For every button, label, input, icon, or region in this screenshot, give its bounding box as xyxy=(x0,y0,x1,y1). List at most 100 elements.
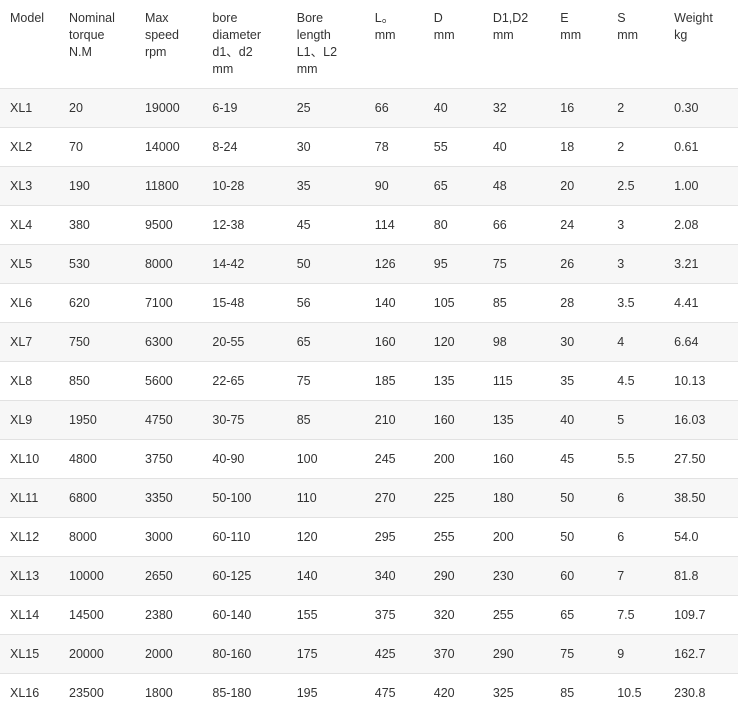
cell-c10: 230.8 xyxy=(664,673,738,712)
col-header-c10: Weightkg xyxy=(664,0,738,88)
cell-c0: XL6 xyxy=(0,283,59,322)
header-text: d1、d2 xyxy=(212,45,252,59)
table-row: XL6620710015-485614010585283.54.41 xyxy=(0,283,738,322)
cell-c6: 255 xyxy=(424,517,483,556)
header-text: mm xyxy=(560,28,581,42)
cell-c0: XL4 xyxy=(0,205,59,244)
cell-c3: 85-180 xyxy=(202,673,286,712)
header-text: D1,D2 xyxy=(493,11,528,25)
cell-c6: 105 xyxy=(424,283,483,322)
cell-c3: 22-65 xyxy=(202,361,286,400)
cell-c5: 126 xyxy=(365,244,424,283)
table-row: XL31901180010-2835906548202.51.00 xyxy=(0,166,738,205)
header-text: speed xyxy=(145,28,179,42)
table-row: XL116800335050-10011027022518050638.50 xyxy=(0,478,738,517)
cell-c3: 20-55 xyxy=(202,322,286,361)
table-row: XL8850560022-6575185135115354.510.13 xyxy=(0,361,738,400)
cell-c10: 54.0 xyxy=(664,517,738,556)
cell-c7: 255 xyxy=(483,595,550,634)
cell-c5: 375 xyxy=(365,595,424,634)
cell-c3: 10-28 xyxy=(202,166,286,205)
cell-c2: 14000 xyxy=(135,127,202,166)
cell-c10: 3.21 xyxy=(664,244,738,283)
header-text: Nominal xyxy=(69,11,115,25)
spec-table: ModelNominaltorqueN.MMaxspeedrpmborediam… xyxy=(0,0,738,712)
cell-c2: 8000 xyxy=(135,244,202,283)
cell-c0: XL14 xyxy=(0,595,59,634)
col-header-c4: BorelengthL1、L2mm xyxy=(287,0,365,88)
cell-c7: 32 xyxy=(483,88,550,127)
cell-c2: 2380 xyxy=(135,595,202,634)
col-header-c9: Smm xyxy=(607,0,664,88)
cell-c2: 1800 xyxy=(135,673,202,712)
header-text: diameter xyxy=(212,28,261,42)
cell-c2: 2650 xyxy=(135,556,202,595)
cell-c2: 11800 xyxy=(135,166,202,205)
cell-c5: 66 xyxy=(365,88,424,127)
col-header-c0: Model xyxy=(0,0,59,88)
cell-c3: 30-75 xyxy=(202,400,286,439)
cell-c2: 7100 xyxy=(135,283,202,322)
cell-c8: 50 xyxy=(550,478,607,517)
cell-c10: 16.03 xyxy=(664,400,738,439)
cell-c7: 98 xyxy=(483,322,550,361)
cell-c3: 6-19 xyxy=(202,88,286,127)
cell-c5: 185 xyxy=(365,361,424,400)
cell-c6: 120 xyxy=(424,322,483,361)
cell-c7: 75 xyxy=(483,244,550,283)
cell-c7: 290 xyxy=(483,634,550,673)
cell-c1: 23500 xyxy=(59,673,135,712)
cell-c8: 40 xyxy=(550,400,607,439)
cell-c0: XL7 xyxy=(0,322,59,361)
col-header-c2: Maxspeedrpm xyxy=(135,0,202,88)
cell-c5: 425 xyxy=(365,634,424,673)
cell-c4: 120 xyxy=(287,517,365,556)
header-text: bore xyxy=(212,11,237,25)
table-row: XL128000300060-11012029525520050654.0 xyxy=(0,517,738,556)
cell-c3: 60-110 xyxy=(202,517,286,556)
table-row: XL4380950012-384511480662432.08 xyxy=(0,205,738,244)
cell-c5: 160 xyxy=(365,322,424,361)
cell-c3: 8-24 xyxy=(202,127,286,166)
header-text: mm xyxy=(493,28,514,42)
cell-c8: 60 xyxy=(550,556,607,595)
cell-c1: 750 xyxy=(59,322,135,361)
cell-c6: 290 xyxy=(424,556,483,595)
cell-c7: 85 xyxy=(483,283,550,322)
cell-c10: 81.8 xyxy=(664,556,738,595)
header-text: E xyxy=(560,11,568,25)
col-header-c1: NominaltorqueN.M xyxy=(59,0,135,88)
header-text: L1、L2 xyxy=(297,45,337,59)
cell-c3: 60-140 xyxy=(202,595,286,634)
header-text: torque xyxy=(69,28,104,42)
cell-c9: 7 xyxy=(607,556,664,595)
cell-c4: 50 xyxy=(287,244,365,283)
cell-c2: 3000 xyxy=(135,517,202,556)
cell-c10: 2.08 xyxy=(664,205,738,244)
cell-c4: 75 xyxy=(287,361,365,400)
cell-c8: 50 xyxy=(550,517,607,556)
header-text: mm xyxy=(617,28,638,42)
cell-c0: XL2 xyxy=(0,127,59,166)
cell-c10: 10.13 xyxy=(664,361,738,400)
table-head: ModelNominaltorqueN.MMaxspeedrpmborediam… xyxy=(0,0,738,88)
cell-c10: 4.41 xyxy=(664,283,738,322)
cell-c1: 850 xyxy=(59,361,135,400)
cell-c1: 14500 xyxy=(59,595,135,634)
cell-c4: 25 xyxy=(287,88,365,127)
cell-c3: 15-48 xyxy=(202,283,286,322)
cell-c7: 325 xyxy=(483,673,550,712)
cell-c6: 160 xyxy=(424,400,483,439)
header-text: D xyxy=(434,11,443,25)
cell-c1: 8000 xyxy=(59,517,135,556)
header-text: mm xyxy=(297,62,318,76)
cell-c8: 85 xyxy=(550,673,607,712)
cell-c5: 90 xyxy=(365,166,424,205)
cell-c8: 26 xyxy=(550,244,607,283)
cell-c4: 195 xyxy=(287,673,365,712)
cell-c2: 9500 xyxy=(135,205,202,244)
cell-c1: 530 xyxy=(59,244,135,283)
cell-c8: 16 xyxy=(550,88,607,127)
cell-c2: 4750 xyxy=(135,400,202,439)
table-row: XL104800375040-90100245200160455.527.50 xyxy=(0,439,738,478)
